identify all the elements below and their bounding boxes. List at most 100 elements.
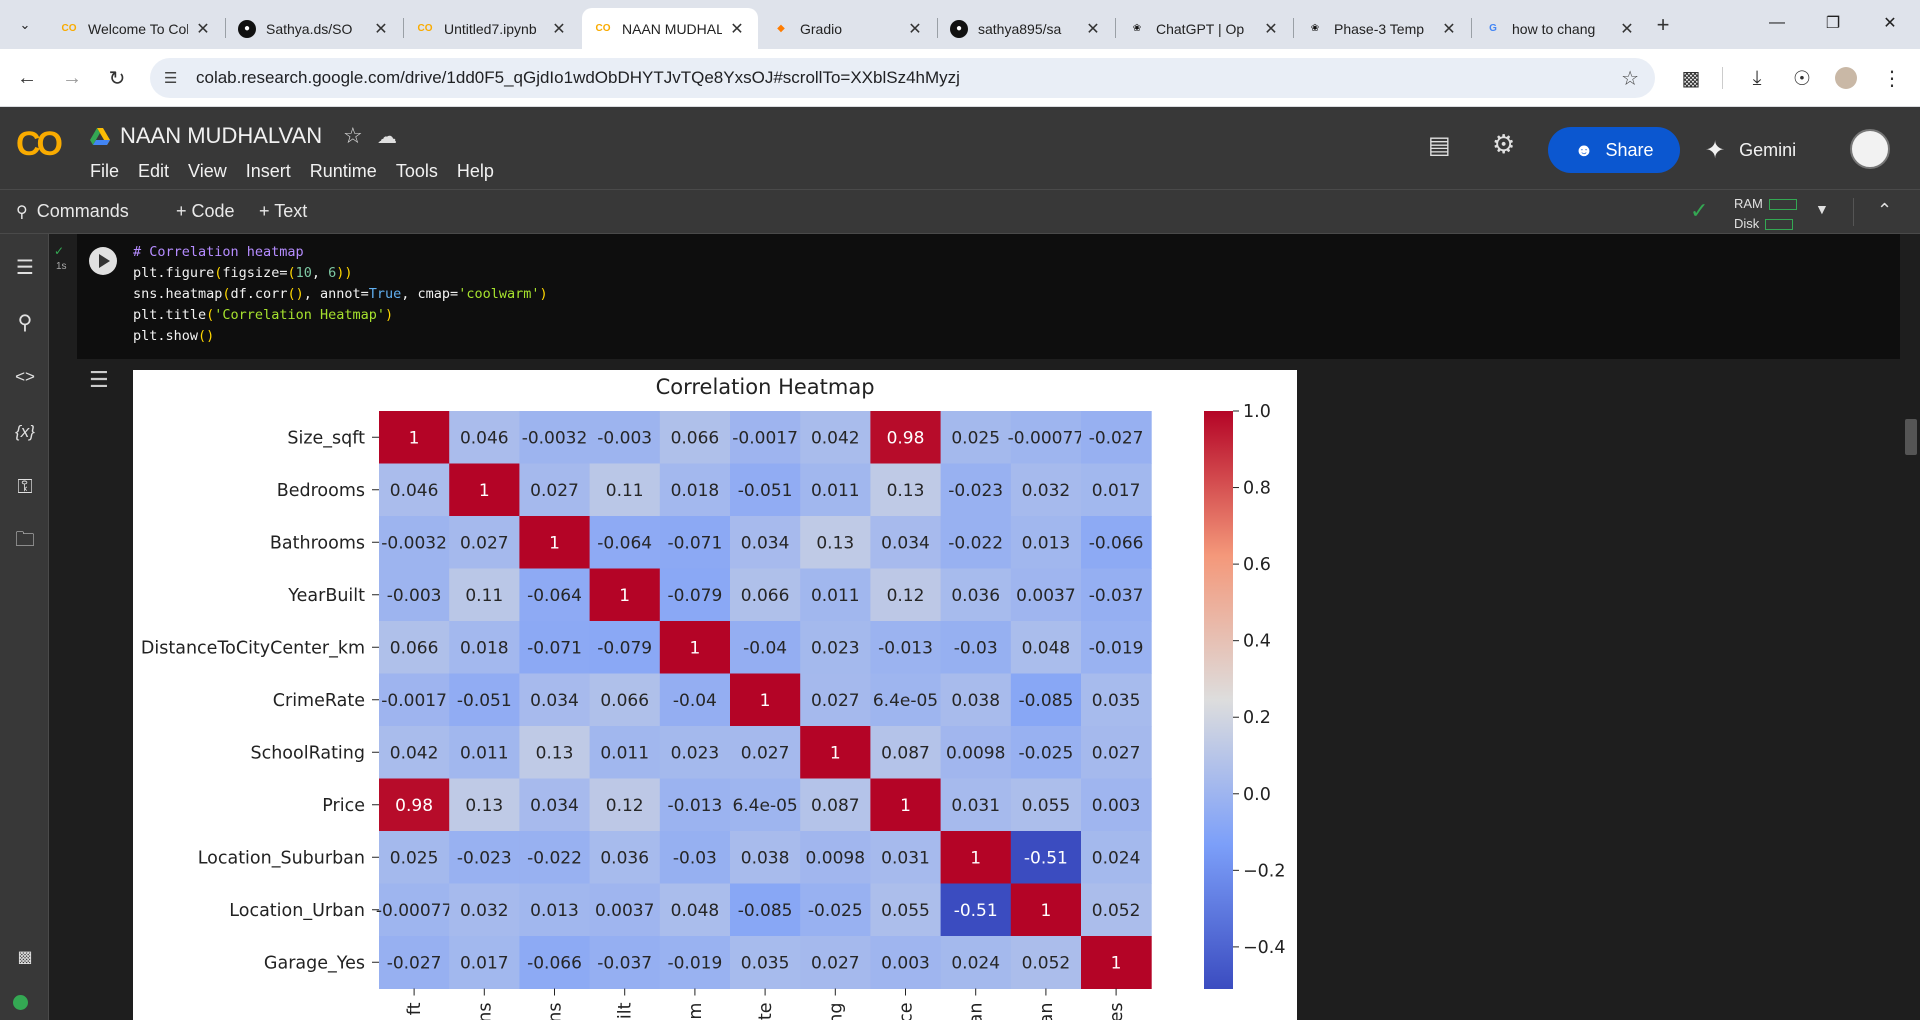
close-tab-icon[interactable]: ✕ <box>908 20 922 38</box>
close-tab-icon[interactable]: ✕ <box>1620 20 1634 38</box>
variables-button[interactable]: {x} <box>12 419 38 445</box>
code-cell[interactable]: # Correlation heatmap plt.figure(figsize=… <box>77 234 1900 359</box>
collapse-header-button[interactable]: ⌃ <box>1877 200 1892 221</box>
close-tab-icon[interactable]: ✕ <box>1086 20 1100 38</box>
close-window-button[interactable]: ✕ <box>1870 8 1910 38</box>
files-button[interactable]: 🗀 <box>12 529 38 555</box>
heatmap-cell <box>519 568 591 622</box>
output-actions-button[interactable]: ☰ <box>89 367 109 393</box>
variable-icon: {x} <box>15 422 35 441</box>
bookmark-star-icon[interactable]: ☆ <box>1621 67 1639 90</box>
add-text-cell-button[interactable]: + Text <box>259 201 308 221</box>
github-icon: ● <box>238 19 256 38</box>
menu-item-file[interactable]: File <box>90 161 120 181</box>
heatmap-cell <box>589 831 661 884</box>
browser-tab[interactable]: CO NAAN MUDHALVAN ✕ <box>582 8 758 49</box>
browser-tab[interactable]: CO Welcome To Colab ✕ <box>48 8 224 49</box>
browser-tab[interactable]: ❀ ChatGPT | Op ✕ <box>1116 8 1292 49</box>
menu-item-view[interactable]: View <box>188 161 227 181</box>
notebook-title[interactable]: NAAN MUDHALVAN <box>120 123 323 148</box>
heatmap-cell <box>1081 568 1152 622</box>
browser-tab[interactable]: CO Untitled7.ipynb ✕ <box>404 8 580 49</box>
colab-logo[interactable]: CO <box>16 125 63 163</box>
terminal-button[interactable]: ▩ <box>12 944 38 970</box>
cloud-saved-icon[interactable]: ☁ <box>377 126 397 148</box>
commands-button[interactable]: ⚲ Commands <box>16 201 129 222</box>
tab-search-button[interactable]: ⌄ <box>12 12 38 38</box>
forward-button[interactable]: → <box>58 64 86 92</box>
close-tab-icon[interactable]: ✕ <box>196 20 210 38</box>
address-bar[interactable]: ☰ colab.research.google.com/drive/1dd0F5… <box>150 58 1655 98</box>
heatmap-annotation: -0.51 <box>954 901 998 921</box>
heatmap-cell <box>449 463 520 517</box>
heatmap-annotation: 0.042 <box>390 743 439 763</box>
scrollbar[interactable] <box>1905 419 1917 455</box>
tab-title: how to chang <box>1512 20 1596 37</box>
avatar[interactable] <box>1850 129 1890 169</box>
new-tab-button[interactable]: + <box>1650 12 1676 38</box>
browser-menu-button[interactable]: ⋮ <box>1878 64 1906 92</box>
connected-check-icon[interactable]: ✓ <box>1690 198 1709 223</box>
heatmap-cell <box>940 726 1012 779</box>
heatmap-cell <box>1010 673 1082 727</box>
table-of-contents-button[interactable]: ☰ <box>12 254 38 280</box>
code-editor[interactable]: # Correlation heatmap plt.figure(figsize=… <box>133 242 548 347</box>
restore-button[interactable]: ❐ <box>1813 8 1853 38</box>
heatmap-annotation: -0.037 <box>1089 586 1144 606</box>
browser-profile-button[interactable] <box>1832 64 1860 92</box>
close-tab-icon[interactable]: ✕ <box>374 20 388 38</box>
colab-header: CO NAAN MUDHALVAN ☆ ☁ File Edit View Insert… <box>0 107 1920 190</box>
heatmap-annotation: 0.13 <box>816 533 854 553</box>
browser-tab[interactable]: ● sathya895/sa ✕ <box>938 8 1114 49</box>
reload-button[interactable]: ↻ <box>103 64 131 92</box>
heatmap-annotation: -0.03 <box>673 848 717 868</box>
y-tick-label: CrimeRate <box>273 691 365 711</box>
secrets-button[interactable]: ⚿ <box>12 474 38 500</box>
browser-tab[interactable]: ❀ Phase-3 Temp ✕ <box>1294 8 1470 49</box>
heatmap-annotation: 0.12 <box>606 796 644 816</box>
heatmap-cell <box>659 936 731 989</box>
gemini-button[interactable]: ✦ Gemini <box>1705 127 1796 173</box>
runtime-dropdown-button[interactable]: ▼ <box>1815 201 1829 217</box>
close-tab-icon[interactable]: ✕ <box>1442 20 1456 38</box>
code-snippets-button[interactable]: <> <box>12 364 38 390</box>
output-menu-icon: ☰ <box>89 367 109 392</box>
heatmap-annotation: 0.046 <box>390 481 439 501</box>
heatmap-annotation: 1 <box>689 638 700 658</box>
heatmap-cell <box>1081 621 1152 674</box>
browser-tab[interactable]: ● Sathya.ds/SO ✕ <box>226 8 402 49</box>
heatmap-cell <box>519 463 591 517</box>
run-cell-button[interactable] <box>89 247 117 275</box>
menu-item-tools[interactable]: Tools <box>395 161 438 181</box>
heatmap-cell <box>589 726 661 779</box>
minimize-button[interactable]: — <box>1757 8 1797 38</box>
menu-item-edit[interactable]: Edit <box>138 161 170 181</box>
site-info-icon[interactable]: ☰ <box>164 70 178 87</box>
ram-disk-indicator[interactable]: RAM Disk <box>1734 194 1797 234</box>
colorbar-tick-label: 0.6 <box>1243 555 1271 575</box>
add-code-cell-button[interactable]: + Code <box>176 201 235 221</box>
heatmap-annotation: 1 <box>409 428 420 448</box>
browser-tab[interactable]: ◆ Gradio ✕ <box>760 8 936 49</box>
extensions-button[interactable]: ▩ <box>1677 64 1705 92</box>
find-replace-button[interactable]: ⚲ <box>12 309 38 335</box>
close-tab-icon[interactable]: ✕ <box>1264 20 1278 38</box>
cell-gutter: ✓ 1s <box>49 234 77 354</box>
x-tick-label: ns <box>475 1003 495 1020</box>
heatmap-annotation: -0.051 <box>457 691 512 711</box>
heatmap-cell <box>519 831 591 884</box>
settings-button[interactable]: ⚙ <box>1492 129 1515 160</box>
share-button[interactable]: ☻ Share <box>1548 127 1680 173</box>
close-tab-icon[interactable]: ✕ <box>730 20 744 38</box>
downloads-button[interactable]: ⤓ <box>1743 64 1771 92</box>
back-button[interactable]: ← <box>13 64 41 92</box>
menu-item-insert[interactable]: Insert <box>245 161 291 181</box>
x-tick-label: es <box>1107 1003 1127 1020</box>
performance-button[interactable]: ☉ <box>1788 64 1816 92</box>
menu-item-help[interactable]: Help <box>456 161 494 181</box>
menu-item-runtime[interactable]: Runtime <box>309 161 377 181</box>
close-tab-icon[interactable]: ✕ <box>552 20 566 38</box>
comments-button[interactable]: ▤ <box>1428 131 1451 160</box>
star-icon[interactable]: ☆ <box>343 123 363 148</box>
